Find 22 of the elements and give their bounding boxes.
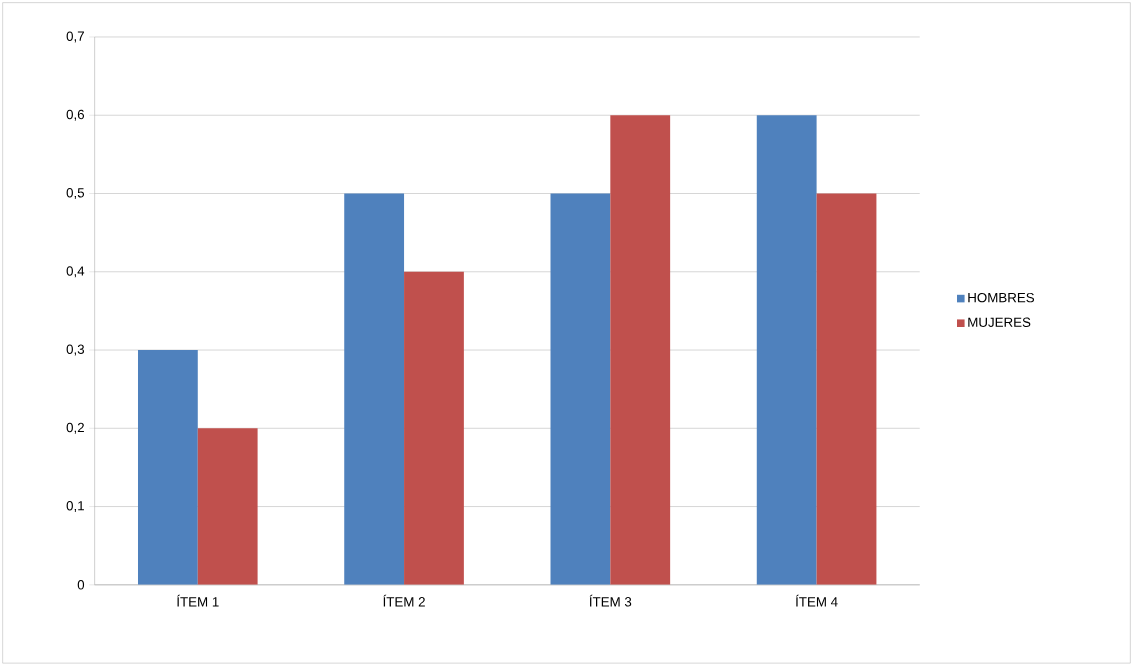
y-tick-label: 0,3 <box>66 344 85 356</box>
y-tick-label: 0,7 <box>66 31 84 43</box>
bar <box>344 193 405 585</box>
y-tick-label: 0,5 <box>66 188 85 200</box>
y-tick-label: 0 <box>77 580 85 590</box>
bar <box>137 350 198 585</box>
x-tick-label: ÍTEM 3 <box>589 594 632 607</box>
x-tick-label: ÍTEM 4 <box>796 594 838 607</box>
bar <box>756 115 817 585</box>
legend-label: HOMBRES <box>968 293 1035 303</box>
y-tick-label: 0,6 <box>66 109 85 121</box>
y-tick-label: 0,4 <box>66 266 85 278</box>
bar <box>197 428 258 585</box>
x-tick-label: ÍTEM 2 <box>383 594 425 607</box>
bar <box>550 193 611 585</box>
y-tick-label: 0,1 <box>66 501 84 513</box>
legend-label: MUJERES <box>968 317 1031 328</box>
bar <box>610 115 671 585</box>
x-tick-label: ÍTEM 1 <box>177 594 219 607</box>
y-tick-label: 0,2 <box>66 422 84 434</box>
bar <box>404 271 464 585</box>
bar <box>816 193 877 585</box>
